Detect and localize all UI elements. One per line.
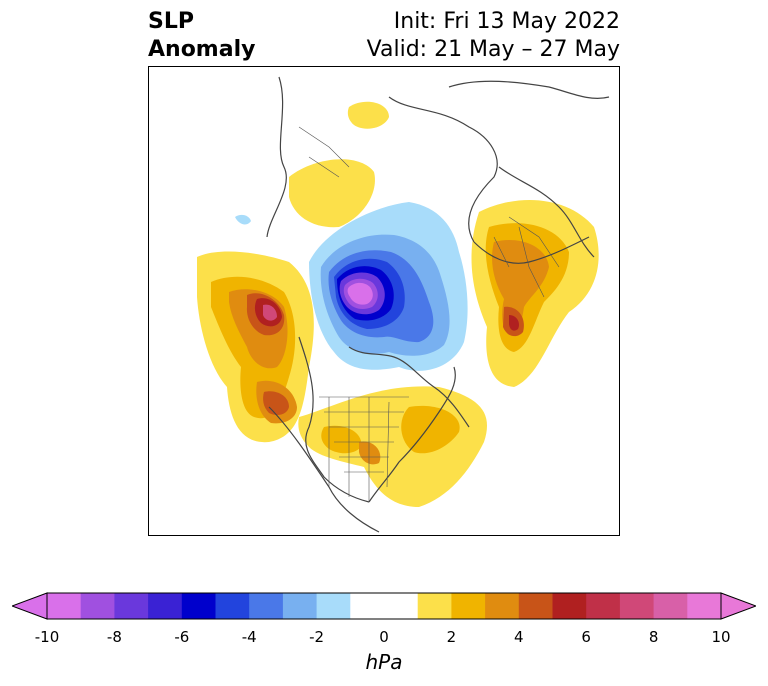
colorbar-segment <box>619 593 655 619</box>
colorbar-segment <box>384 593 419 619</box>
colorbar-tick-label: -2 <box>309 628 325 646</box>
colorbar-tick-label: 6 <box>581 628 591 646</box>
anomaly-map <box>197 76 610 533</box>
init-date: Init: Fri 13 May 2022 <box>393 9 620 34</box>
colorbar-tick-label: 2 <box>446 628 457 646</box>
colorbar-segment <box>114 593 149 619</box>
title-line-2: Anomaly <box>148 37 256 62</box>
colorbar-extend-max <box>720 592 756 620</box>
colorbar-tick-label: 0 <box>379 628 389 646</box>
colorbar-unit: hPa <box>365 650 403 674</box>
map-title: SLP Anomaly <box>148 8 255 64</box>
colorbar-tick-label: -6 <box>174 628 190 646</box>
colorbar-segment <box>518 593 553 619</box>
colorbar-segment <box>653 593 688 619</box>
colorbar-tick-label: 10 <box>711 628 731 646</box>
colorbar-segment <box>485 593 520 619</box>
colorbar-segment <box>80 593 115 619</box>
colorbar-segment <box>586 593 621 619</box>
colorbar-segment <box>687 593 722 619</box>
valid-range: Valid: 21 May – 27 May <box>366 37 620 62</box>
arctic-high-anomaly <box>289 101 389 228</box>
colorbar-segment <box>215 593 250 619</box>
colorbar-tick-label: 8 <box>648 628 659 646</box>
map-panel <box>148 66 620 536</box>
colorbar-segment <box>282 593 318 619</box>
colorbar-tick-label: -8 <box>106 628 122 646</box>
colorbar-tick-label: -4 <box>241 628 257 646</box>
colorbar-segment <box>148 593 183 619</box>
eurasia-high-anomaly <box>471 200 599 387</box>
pacific-high-anomaly <box>197 251 314 443</box>
colorbar-extend-min <box>12 592 48 620</box>
atlantic-high-anomaly <box>298 386 487 507</box>
polar-low-anomaly <box>235 202 468 371</box>
colorbar <box>12 592 756 620</box>
colorbar-segment <box>316 593 351 619</box>
colorbar-segment <box>181 593 216 619</box>
colorbar-segment <box>47 593 82 619</box>
date-info: Init: Fri 13 May 2022 Valid: 21 May – 27… <box>367 8 620 64</box>
colorbar-segment <box>552 593 587 619</box>
borders <box>298 126 560 502</box>
colorbar-segment <box>249 593 284 619</box>
colorbar-segment <box>350 593 385 619</box>
colorbar-segment <box>417 593 452 619</box>
colorbar-segment <box>451 593 486 619</box>
colorbar-tick-label: -10 <box>34 628 60 646</box>
colorbar-outline <box>46 592 722 620</box>
colorbar-tick-label: 4 <box>514 628 524 646</box>
title-line-1: SLP <box>148 9 194 34</box>
